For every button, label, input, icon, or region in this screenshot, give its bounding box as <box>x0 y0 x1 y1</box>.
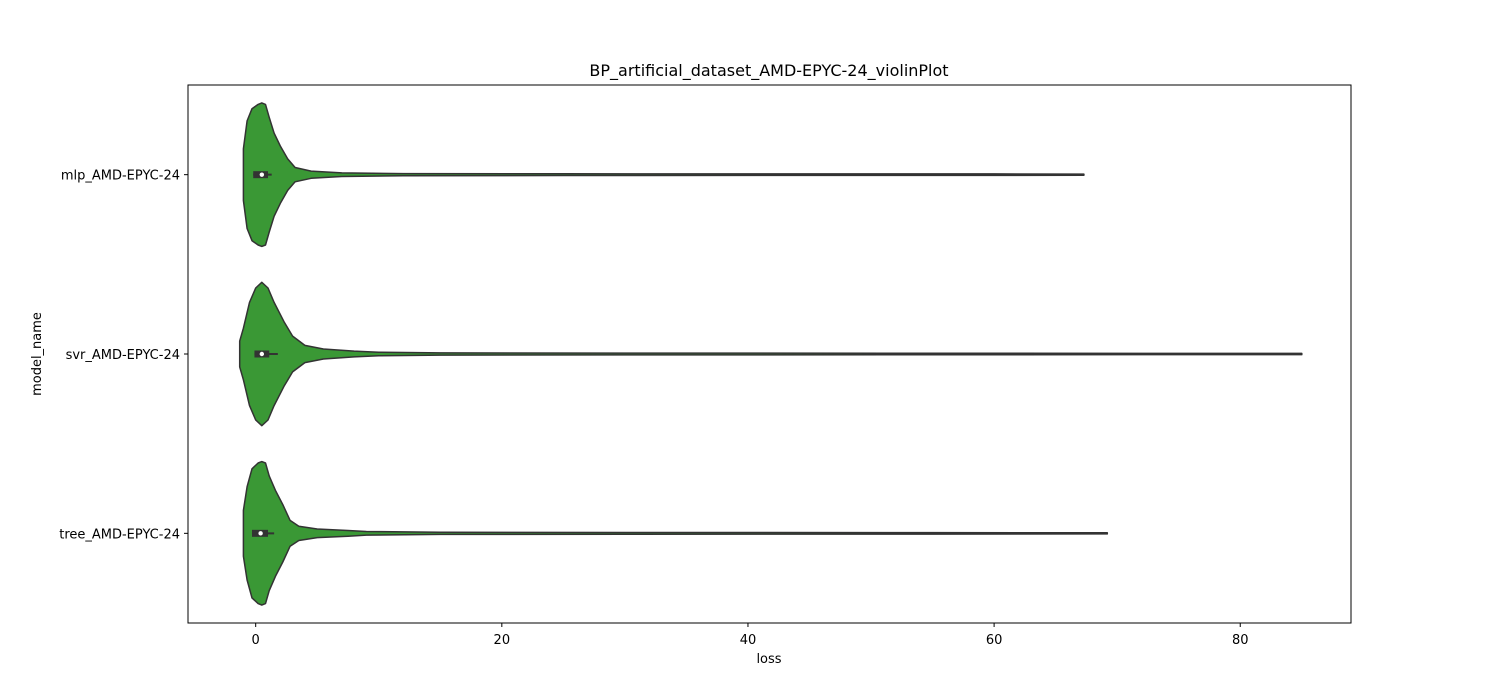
x-tick-label: 0 <box>252 633 260 648</box>
y-tick-label: svr_AMD-EPYC-24 <box>66 348 180 363</box>
box-layer <box>251 171 278 537</box>
y-axis-label: model_name <box>30 312 45 396</box>
y-axis: mlp_AMD-EPYC-24 svr_AMD-EPYC-24 tree_AMD-E… <box>59 169 188 542</box>
x-axis: 0 20 40 60 80 <box>252 623 1249 648</box>
violin-tree_AMD-EPYC-24 <box>242 460 1109 606</box>
x-tick-label: 60 <box>986 633 1003 648</box>
y-tick-label: tree_AMD-EPYC-24 <box>59 527 180 542</box>
x-tick-label: 20 <box>494 633 511 648</box>
violin-mlp_AMD-EPYC-24 <box>242 102 1085 248</box>
median-tree_AMD-EPYC-24 <box>258 531 263 536</box>
plot-area-frame <box>187 84 1352 624</box>
violins-layer <box>238 102 1303 606</box>
chart-title: BP_artificial_dataset_AMD-EPYC-24_violin… <box>589 61 948 81</box>
x-tick-label: 40 <box>740 633 757 648</box>
median-mlp_AMD-EPYC-24 <box>259 172 265 177</box>
x-axis-label: loss <box>756 652 781 667</box>
y-tick-label: mlp_AMD-EPYC-24 <box>61 169 180 184</box>
x-tick-label: 80 <box>1232 633 1249 648</box>
violin-svr_AMD-EPYC-24 <box>238 281 1303 427</box>
median-svr_AMD-EPYC-24 <box>259 351 265 357</box>
